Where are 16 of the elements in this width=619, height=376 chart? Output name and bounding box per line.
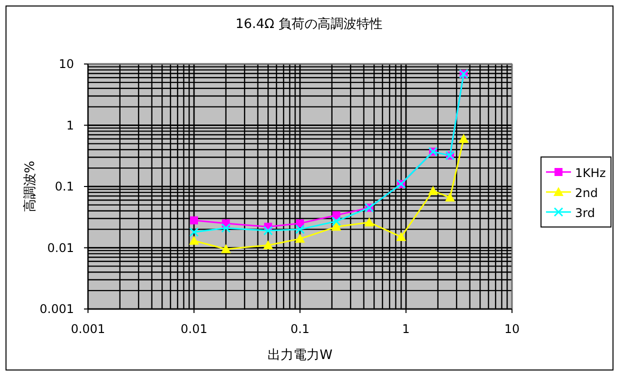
y-axis-title: 高調波% <box>22 160 38 212</box>
y-tick-label: 10 <box>58 57 74 71</box>
legend-label: 2nd <box>575 186 598 200</box>
x-tick-label: 0.001 <box>70 322 106 336</box>
x-tick-label: 10 <box>504 322 520 336</box>
x-axis-title: 出力電力W <box>268 348 333 363</box>
legend-label: 3rd <box>575 206 595 220</box>
x-tick-label: 0.01 <box>180 322 208 336</box>
y-tick-label: 0.1 <box>54 180 74 194</box>
x-tick-label: 1 <box>402 322 410 336</box>
legend-label: 1KHz <box>575 166 606 180</box>
chart-title: 16.4Ω 負荷の高調波特性 <box>235 16 383 32</box>
x-tick-label: 0.1 <box>290 322 310 336</box>
y-tick-label: 0.001 <box>40 302 74 316</box>
y-tick-label: 1 <box>66 118 74 132</box>
y-tick-label: 0.01 <box>47 240 74 255</box>
